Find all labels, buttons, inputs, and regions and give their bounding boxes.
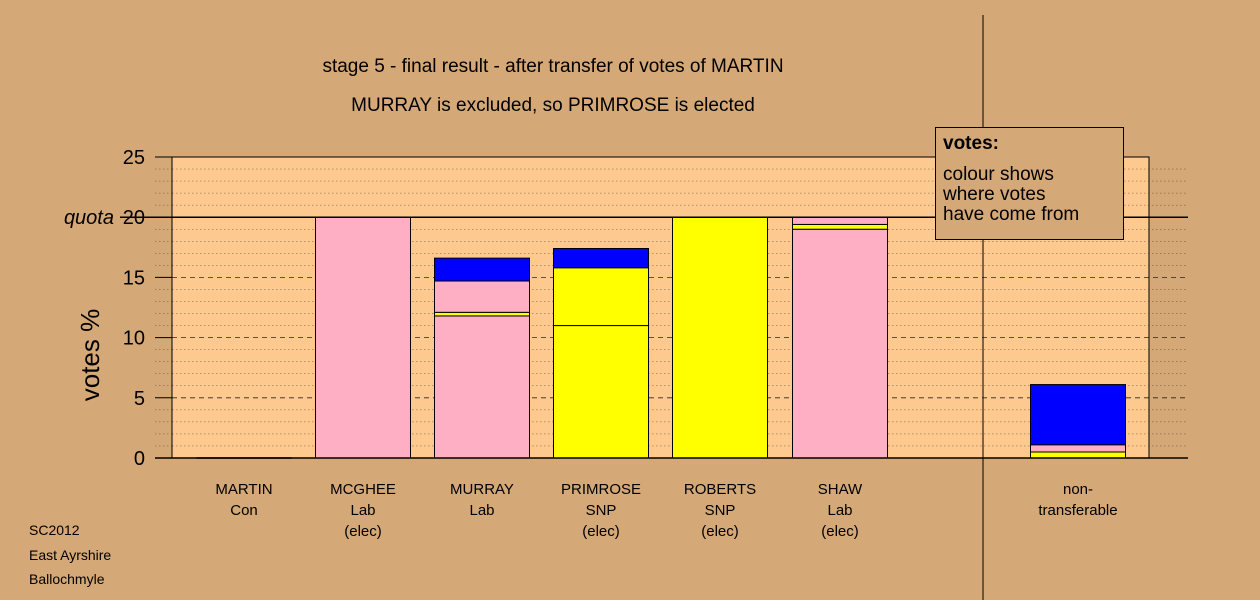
bar-murray-segment <box>434 280 530 313</box>
chart-title: stage 5 - final result - after transfer … <box>322 56 783 77</box>
bar-murray-segment <box>434 311 530 317</box>
x-label-primrose: SNP <box>586 502 617 519</box>
bar-shaw-segment <box>792 223 888 230</box>
y-tick-label: 5 <box>134 388 145 410</box>
x-label-primrose: (elec) <box>582 523 620 540</box>
source-council: East Ayrshire <box>29 547 112 563</box>
bar-murray-segment <box>434 315 530 459</box>
x-label-roberts: SNP <box>705 502 736 519</box>
x-label-martin: MARTIN <box>215 481 272 498</box>
legend-box: votes: colour shows where votes have com… <box>935 127 1124 240</box>
bar-primrose-segment <box>553 325 649 459</box>
bar-mcghee-segment <box>315 216 411 459</box>
x-label-roberts: (elec) <box>701 523 739 540</box>
source-election: SC2012 <box>29 522 80 538</box>
y-tick-label: 0 <box>134 448 145 470</box>
bar-primrose-segment <box>553 267 649 327</box>
chart-subtitle: MURRAY is excluded, so PRIMROSE is elect… <box>351 95 755 116</box>
source-ward: Ballochmyle <box>29 571 105 587</box>
quota-label: quota <box>64 207 114 229</box>
legend-title: votes: <box>943 133 999 154</box>
x-label-roberts: ROBERTS <box>684 481 756 498</box>
y-tick-label: 10 <box>123 328 145 350</box>
y-tick-label: 15 <box>123 267 145 289</box>
y-tick-label: 25 <box>123 147 145 169</box>
x-category-labels: MARTIN Con MCGHEE Lab (elec) MURRAY Lab PRIMROS… <box>215 481 1117 540</box>
legend-line: where votes <box>943 184 1046 205</box>
x-label-shaw: SHAW <box>818 481 863 498</box>
x-label-murray: MURRAY <box>450 481 514 498</box>
bar-roberts-segment <box>672 216 768 459</box>
legend-line: have come from <box>943 204 1080 225</box>
x-label-mcghee: MCGHEE <box>330 481 396 498</box>
x-label-shaw: Lab <box>827 502 852 519</box>
x-label-martin: Con <box>230 502 258 519</box>
legend-line: colour shows <box>943 164 1054 185</box>
bar-primrose-segment <box>553 248 649 269</box>
y-tick-label: 20 <box>123 207 145 229</box>
x-label-mcghee: Lab <box>350 502 375 519</box>
bar-shaw-segment <box>792 228 888 459</box>
x-label-primrose: PRIMROSE <box>561 481 641 498</box>
x-label-nontransferable: non- <box>1063 481 1093 498</box>
bar-shaw-segment <box>792 216 888 225</box>
bar-nontransferable-segment <box>1030 384 1126 446</box>
y-axis-label: votes % <box>75 309 105 402</box>
bar-murray-segment <box>434 257 530 282</box>
y-tick-labels: 0 5 10 15 20 25 <box>123 147 172 470</box>
bar-stacks <box>196 216 1126 459</box>
x-label-mcghee: (elec) <box>344 523 382 540</box>
x-label-shaw: (elec) <box>821 523 859 540</box>
bar-nontransferable-segment <box>1030 444 1126 453</box>
bar-nontransferable-segment <box>1030 451 1126 459</box>
x-label-nontransferable: transferable <box>1038 502 1117 519</box>
x-label-murray: Lab <box>469 502 494 519</box>
